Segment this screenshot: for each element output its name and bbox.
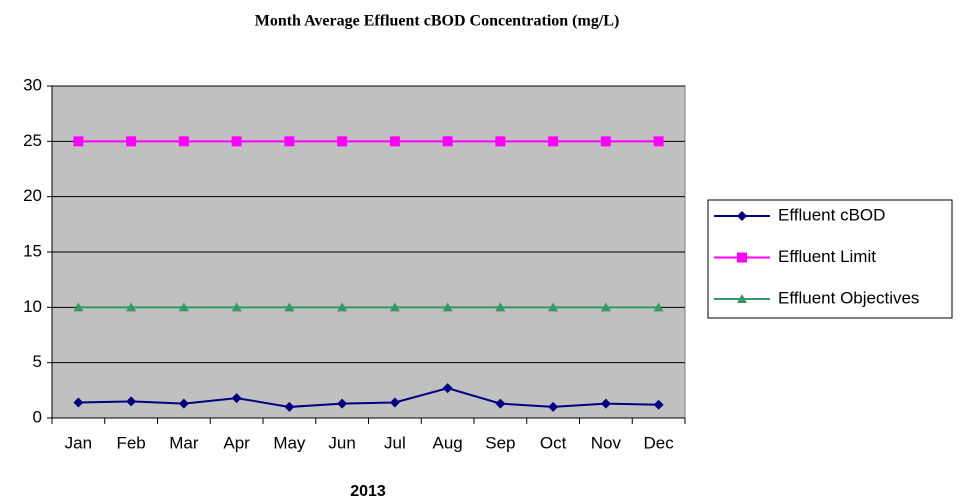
marker xyxy=(73,136,84,147)
marker xyxy=(178,302,189,312)
marker xyxy=(126,302,137,312)
x-tick-label: Jun xyxy=(328,433,355,452)
x-tick-label: Apr xyxy=(223,433,250,452)
chart-title: Month Average Effluent cBOD Concentratio… xyxy=(255,13,620,30)
y-tick-label: 5 xyxy=(33,352,42,371)
y-tick-label: 25 xyxy=(23,131,42,150)
x-tick-label: Jul xyxy=(384,433,406,452)
x-tick-label: Jan xyxy=(65,433,92,452)
x-tick-label: Oct xyxy=(540,433,567,452)
marker xyxy=(548,136,559,147)
legend-label: Effluent cBOD xyxy=(778,205,885,224)
marker xyxy=(600,136,611,147)
marker xyxy=(653,136,664,147)
marker xyxy=(389,136,400,147)
legend-label: Effluent Limit xyxy=(778,247,876,266)
marker xyxy=(653,302,664,312)
marker xyxy=(737,211,747,221)
x-tick-label: May xyxy=(273,433,306,452)
marker xyxy=(337,302,348,312)
marker xyxy=(284,401,295,412)
x-tick-label: Aug xyxy=(433,433,463,452)
marker xyxy=(73,302,84,312)
legend-label: Effluent Objectives xyxy=(778,288,919,307)
marker xyxy=(495,302,506,312)
x-tick-label: Sep xyxy=(485,433,515,452)
marker xyxy=(337,136,348,147)
marker xyxy=(389,302,400,312)
marker xyxy=(442,383,453,394)
marker xyxy=(600,302,611,312)
x-tick-label: Mar xyxy=(169,433,199,452)
marker xyxy=(600,398,611,409)
marker xyxy=(178,136,189,147)
marker xyxy=(231,136,242,147)
marker xyxy=(284,302,295,312)
marker xyxy=(337,398,348,409)
marker xyxy=(73,397,84,408)
y-tick-label: 20 xyxy=(23,186,42,205)
x-tick-label: Nov xyxy=(591,433,622,452)
marker xyxy=(495,136,506,147)
marker xyxy=(231,302,242,312)
series-line xyxy=(78,387,659,408)
x-tick-label: Feb xyxy=(116,433,145,452)
y-tick-label: 0 xyxy=(33,407,42,426)
marker xyxy=(284,136,295,147)
x-axis-label: 2013 xyxy=(350,483,386,500)
marker xyxy=(126,136,137,147)
y-tick-label: 10 xyxy=(23,297,42,316)
marker xyxy=(548,401,559,412)
marker xyxy=(737,294,747,303)
marker xyxy=(737,252,747,263)
marker xyxy=(442,302,453,312)
marker xyxy=(231,393,242,404)
marker xyxy=(126,396,137,407)
marker xyxy=(442,136,453,147)
marker xyxy=(548,302,559,312)
marker xyxy=(389,397,400,408)
y-tick-label: 30 xyxy=(23,75,42,94)
marker xyxy=(653,399,664,410)
marker xyxy=(178,398,189,409)
x-tick-label: Dec xyxy=(644,433,675,452)
marker xyxy=(495,398,506,409)
y-tick-label: 15 xyxy=(23,241,42,260)
